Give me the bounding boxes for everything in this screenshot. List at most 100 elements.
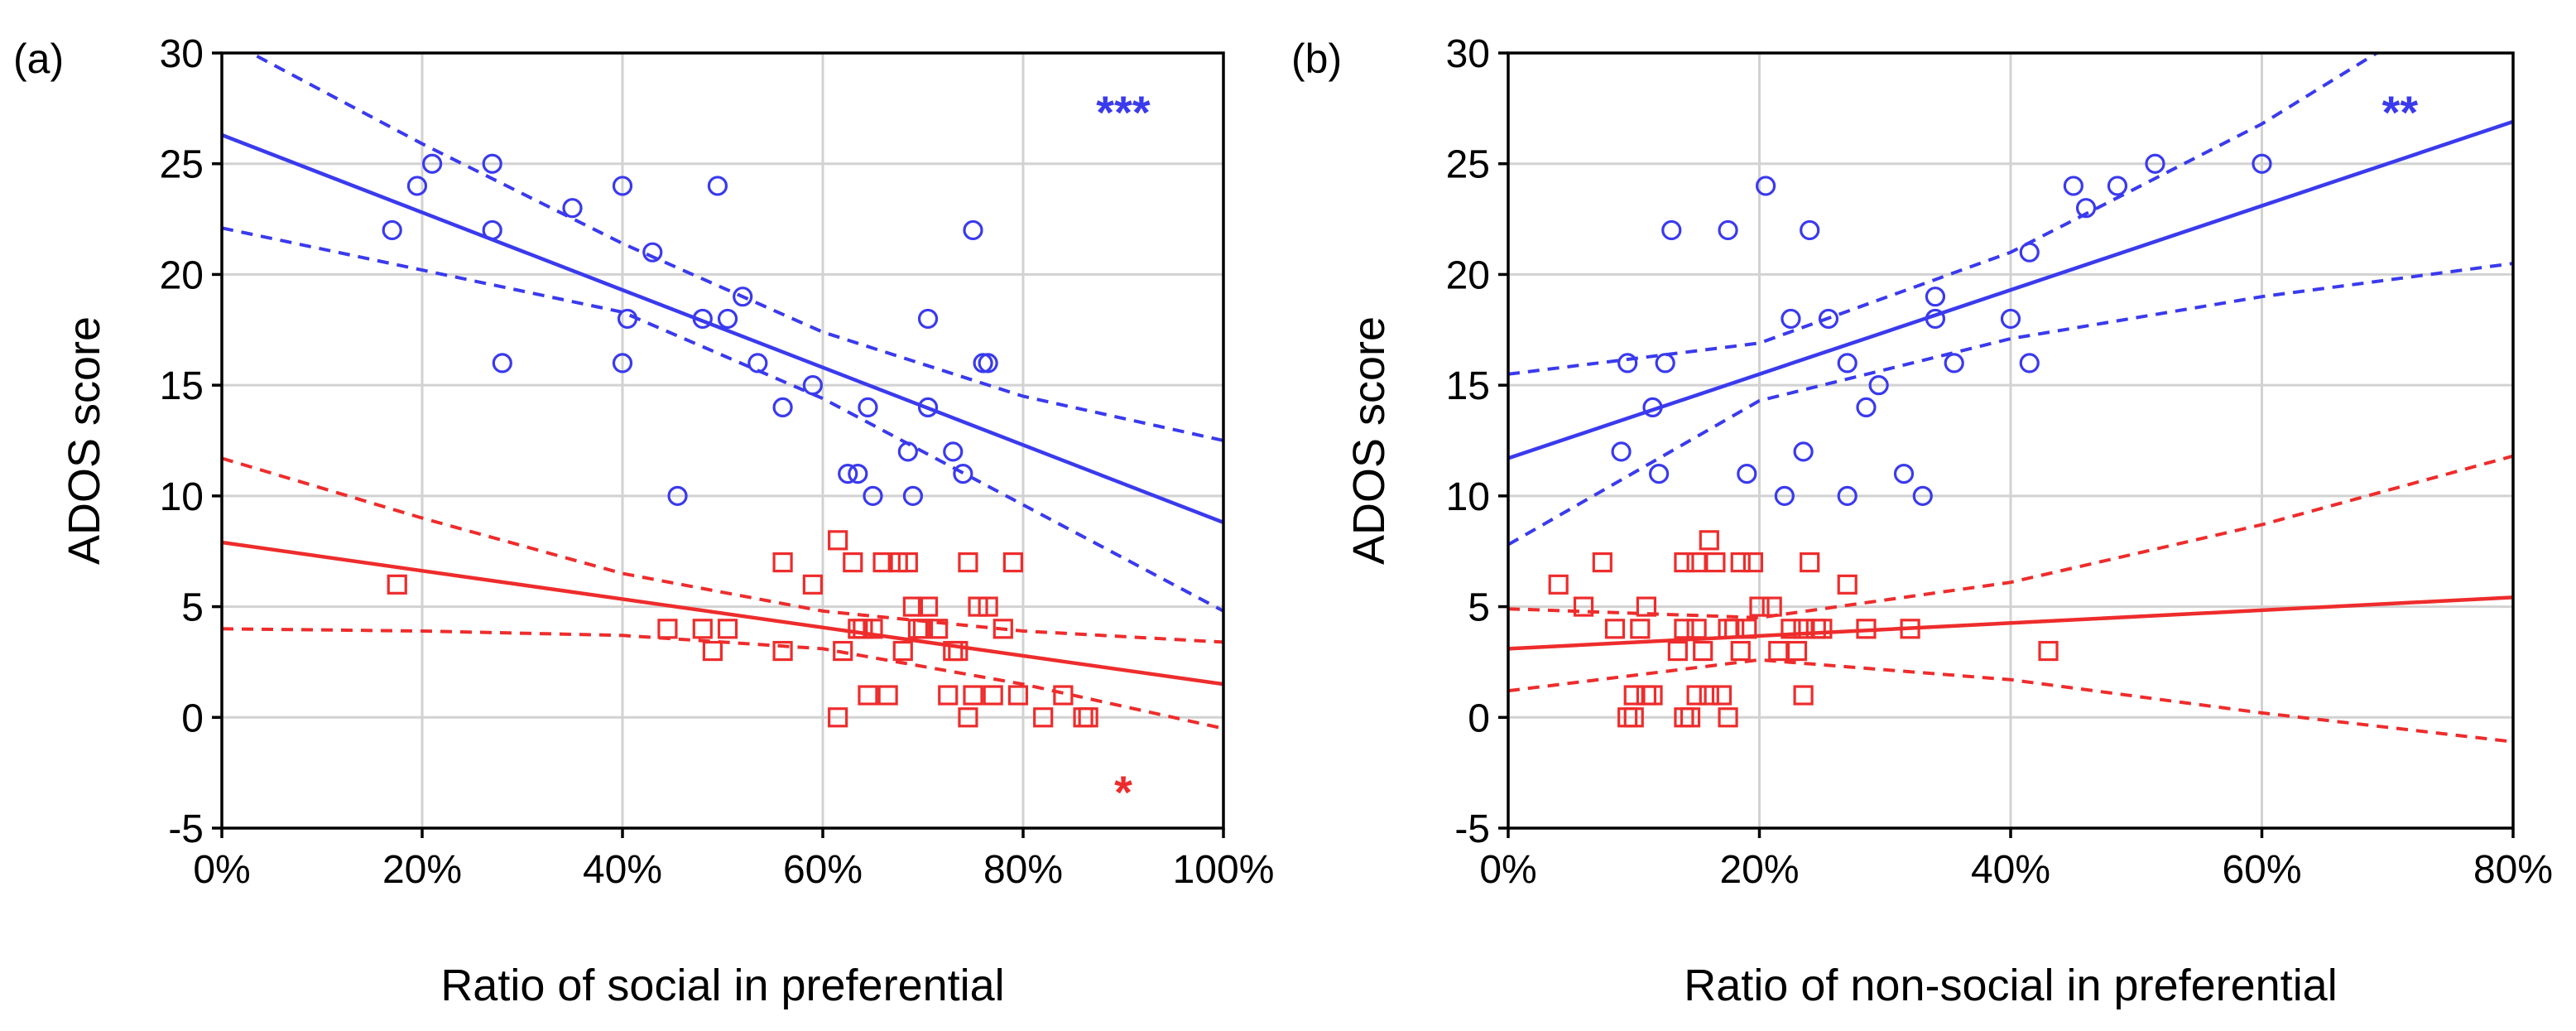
red-data-point <box>1718 619 1738 639</box>
red-data-point <box>1730 640 1751 662</box>
red-data-point <box>1781 619 1801 639</box>
y-tick-label: 5 <box>181 586 204 630</box>
red-fit-line <box>222 540 1223 687</box>
x-tick-label: 60% <box>783 848 863 892</box>
blue-data-point <box>642 242 663 263</box>
y-tick-label: 20 <box>1446 253 1490 297</box>
red-data-point <box>1002 552 1024 573</box>
y-tick-label: 15 <box>160 364 204 408</box>
y-tick-label: 20 <box>160 253 204 297</box>
red-data-point <box>1699 685 1719 706</box>
red-data-point <box>1718 707 1738 728</box>
blue-data-point <box>802 375 824 396</box>
blue-data-point <box>747 353 768 373</box>
red-data-point <box>1856 619 1877 639</box>
x-tick-label: 60% <box>2222 848 2301 892</box>
y-tick-label: 0 <box>1468 696 1490 740</box>
red-data-point <box>963 685 983 706</box>
red-data-point <box>1737 619 1757 639</box>
blue-data-point <box>707 176 728 196</box>
y-tick-label: 15 <box>1446 364 1490 408</box>
blue-data-point <box>667 485 688 506</box>
red-data-point <box>1837 574 1858 595</box>
blue-data-point <box>482 153 502 174</box>
blue-ci-lower-band <box>222 226 1223 613</box>
red-data-point <box>1592 552 1612 573</box>
y-tick-label: 25 <box>160 143 204 187</box>
blue-data-point <box>1912 485 1933 506</box>
red-ci-upper-band <box>222 456 1223 644</box>
red-data-point <box>1630 619 1651 639</box>
blue-data-point <box>2075 198 2097 219</box>
blue-data-point <box>733 287 753 307</box>
blue-data-point <box>2107 176 2128 196</box>
red-data-point <box>1674 619 1694 639</box>
red-data-point <box>1705 552 1726 573</box>
blue-data-point <box>2019 353 2040 373</box>
blue-data-point <box>617 308 638 330</box>
blue-data-point <box>2145 153 2165 174</box>
blue-data-point <box>1611 441 1632 462</box>
blue-data-point <box>772 397 793 417</box>
red-ci-upper-band <box>1508 454 2513 619</box>
red-data-point <box>702 640 723 662</box>
red-data-point <box>858 685 878 706</box>
red-data-point <box>1793 619 1814 639</box>
red-data-point <box>1730 552 1751 573</box>
red-data-point <box>717 619 738 639</box>
blue-data-point <box>1617 353 1638 373</box>
blue-data-point <box>2063 176 2083 196</box>
panel-label: (a) <box>13 36 64 82</box>
red-data-point <box>1623 685 1644 706</box>
red-data-point <box>1761 596 1782 617</box>
red-data-point <box>1768 640 1789 662</box>
blue-data-point <box>382 219 402 241</box>
blue-data-point <box>1893 464 1915 484</box>
blue-data-point <box>612 353 633 373</box>
y-tick-label: -5 <box>168 807 204 851</box>
blue-data-point <box>917 397 939 417</box>
red-data-point <box>1793 685 1814 706</box>
blue-data-point <box>1925 308 1946 330</box>
panel-label: (b) <box>1291 36 1342 82</box>
x-tick-label: 0% <box>1479 848 1536 892</box>
blue-series-lines <box>222 53 1223 613</box>
blue-data-point <box>978 353 998 373</box>
red-data-point <box>877 685 898 706</box>
red-data-point <box>1573 596 1594 617</box>
significance-marker: *** <box>1096 86 1151 138</box>
blue-data-point <box>897 441 918 462</box>
blue-data-point <box>1793 441 1814 462</box>
blue-ci-upper-band <box>1508 53 2381 376</box>
red-data-point <box>692 619 713 639</box>
blue-data-point <box>1944 353 1964 373</box>
red-fit-line <box>1508 595 2513 651</box>
red-data-point <box>978 596 998 617</box>
red-data-point <box>892 640 913 662</box>
blue-data-point <box>1718 219 1738 241</box>
blue-data-point <box>406 176 428 196</box>
red-data-point <box>1742 552 1764 573</box>
red-data-point <box>1812 619 1833 639</box>
blue-data-point <box>421 153 443 174</box>
red-data-point <box>1674 552 1694 573</box>
red-data-point <box>902 596 924 617</box>
blue-data-point <box>2019 242 2040 263</box>
x-tick-label: 40% <box>1971 848 2050 892</box>
red-data-point <box>1711 685 1733 706</box>
blue-data-point <box>1868 375 1889 396</box>
red-data-point <box>958 707 978 728</box>
blue-data-point <box>1648 464 1670 484</box>
red-data-point <box>928 619 949 639</box>
red-data-point <box>1636 685 1657 706</box>
x-tick-label: 20% <box>1719 848 1799 892</box>
blue-data-point <box>838 464 858 484</box>
panel-a-chart: 0% 20% 40% 60% 80% 100% -5 0 5 10 15 20 25 30 Ratio of… <box>13 32 1274 1010</box>
blue-data-point <box>848 464 868 484</box>
y-axis-label: ADOS score <box>60 316 109 565</box>
blue-data-point <box>1755 176 1776 196</box>
axes-frame <box>220 51 1225 830</box>
red-data-point <box>1604 619 1626 639</box>
red-data-point <box>772 640 793 662</box>
blue-data-point <box>2000 308 2021 330</box>
